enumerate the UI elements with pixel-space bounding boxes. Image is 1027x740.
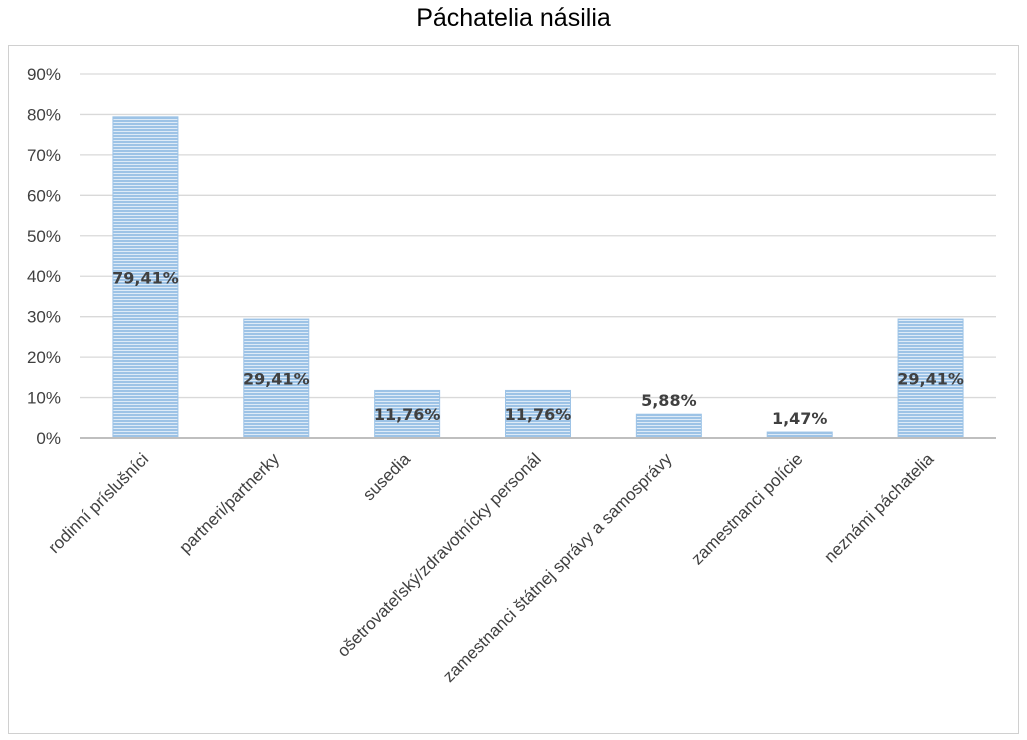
gridlines (80, 73, 996, 399)
data-label: 11,76% (374, 405, 441, 424)
data-label: 79,41% (112, 268, 179, 287)
chart-frame (8, 45, 1019, 734)
y-tick-label: 90% (27, 65, 61, 84)
data-labels: 79,41% 29,41% 11,76% 11,76% 5,88% 1,47% 29,41% (112, 268, 964, 428)
category-label: partneri/partnerky (175, 449, 283, 557)
y-tick-label: 10% (27, 389, 61, 408)
category-label: zamestnanci štátnej správy a samosprávy (439, 449, 676, 686)
data-label: 11,76% (505, 405, 572, 424)
bars (112, 116, 964, 439)
data-label: 5,88% (641, 391, 697, 410)
y-tick-label: 80% (27, 105, 61, 124)
data-label: 1,47% (772, 409, 828, 428)
y-tick-label: 70% (27, 146, 61, 165)
y-axis-ticks: 0% 10% 20% 30% 40% 50% 60% 70% 80% 90% (27, 65, 61, 448)
y-tick-label: 40% (27, 267, 61, 286)
y-tick-label: 30% (27, 308, 61, 327)
y-tick-label: 60% (27, 186, 61, 205)
bar (635, 413, 702, 439)
category-labels: rodinní príslušníci partneri/partnerky sus… (45, 449, 938, 686)
data-label: 29,41% (243, 370, 310, 389)
category-label: neznámi páchatelia (820, 449, 937, 566)
category-label: rodinní príslušníci (45, 449, 153, 557)
y-tick-label: 0% (36, 429, 61, 448)
data-label: 29,41% (897, 370, 964, 389)
category-label: susedia (359, 449, 414, 504)
y-tick-label: 20% (27, 348, 61, 367)
y-tick-label: 50% (27, 227, 61, 246)
chart-title: Páchatelia násilia (416, 4, 611, 32)
category-label: zamestnanci polície (688, 449, 807, 568)
category-label: ošetrovateľský/zdravotnícky personál (333, 449, 544, 660)
